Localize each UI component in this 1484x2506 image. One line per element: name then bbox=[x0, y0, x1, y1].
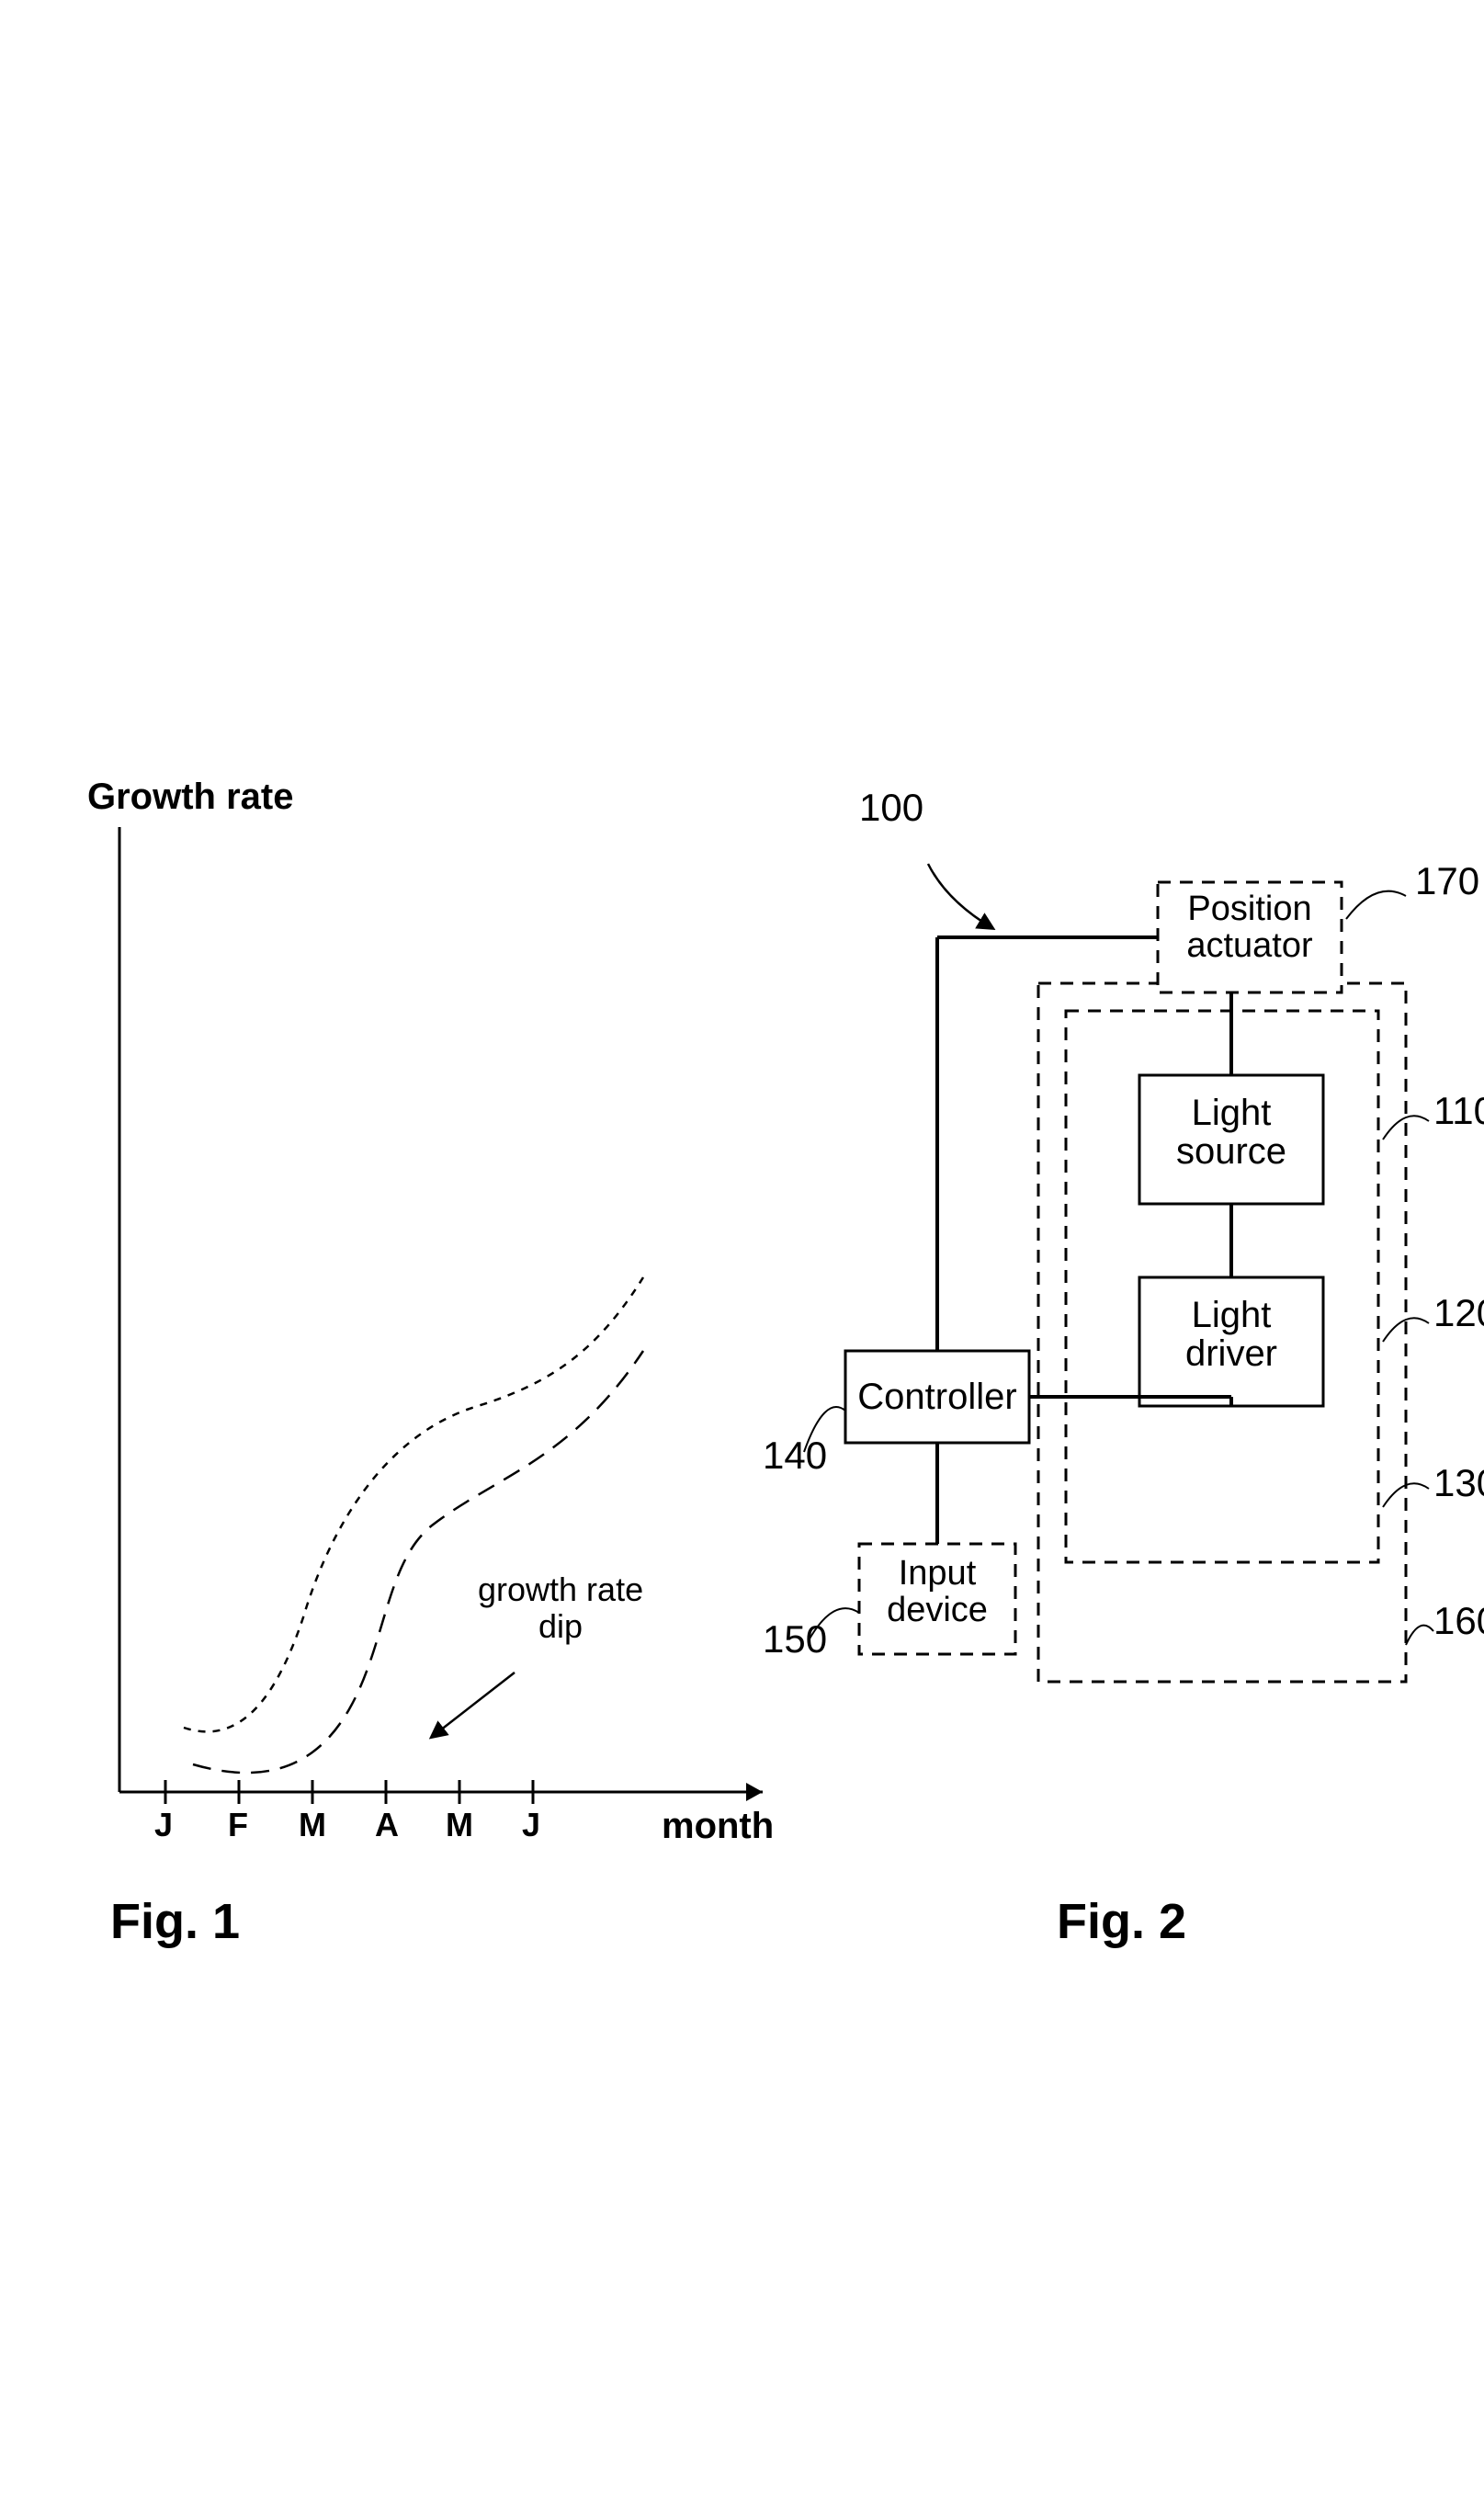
callout-150: 150 bbox=[763, 1617, 827, 1661]
block-label-position-actuator: Positionactuator bbox=[1158, 891, 1342, 965]
fig1-annotation: growth ratedip bbox=[478, 1571, 643, 1644]
fig1-tick-4: M bbox=[446, 1806, 473, 1844]
callout-120: 120 bbox=[1433, 1291, 1484, 1335]
fig1-tick-3: A bbox=[375, 1806, 399, 1844]
fig1-caption: Fig. 1 bbox=[110, 1893, 240, 1950]
block-label-input-device: Inputdevice bbox=[859, 1556, 1015, 1629]
fig2-system-label: 100 bbox=[859, 786, 923, 830]
block-label-controller: Controller bbox=[845, 1377, 1029, 1418]
fig1-tick-0: J bbox=[154, 1806, 173, 1844]
fig1-tick-2: M bbox=[299, 1806, 326, 1844]
callout-160: 160 bbox=[1433, 1599, 1484, 1643]
block-label-light-source: Lightsource bbox=[1139, 1094, 1323, 1171]
callout-170: 170 bbox=[1415, 859, 1479, 903]
callout-140: 140 bbox=[763, 1434, 827, 1478]
callout-130: 130 bbox=[1433, 1461, 1484, 1505]
fig1-y-axis-title: Growth rate bbox=[87, 777, 293, 818]
fig1-annotation-text: growth ratedip bbox=[478, 1571, 643, 1645]
fig1-tick-5: J bbox=[522, 1806, 540, 1844]
callout-110: 110 bbox=[1433, 1089, 1484, 1133]
fig1-tick-1: F bbox=[228, 1806, 248, 1844]
block-label-light-driver: Lightdriver bbox=[1139, 1296, 1323, 1373]
fig1-x-axis-title: month bbox=[662, 1806, 774, 1847]
fig2-caption: Fig. 2 bbox=[1057, 1893, 1186, 1950]
